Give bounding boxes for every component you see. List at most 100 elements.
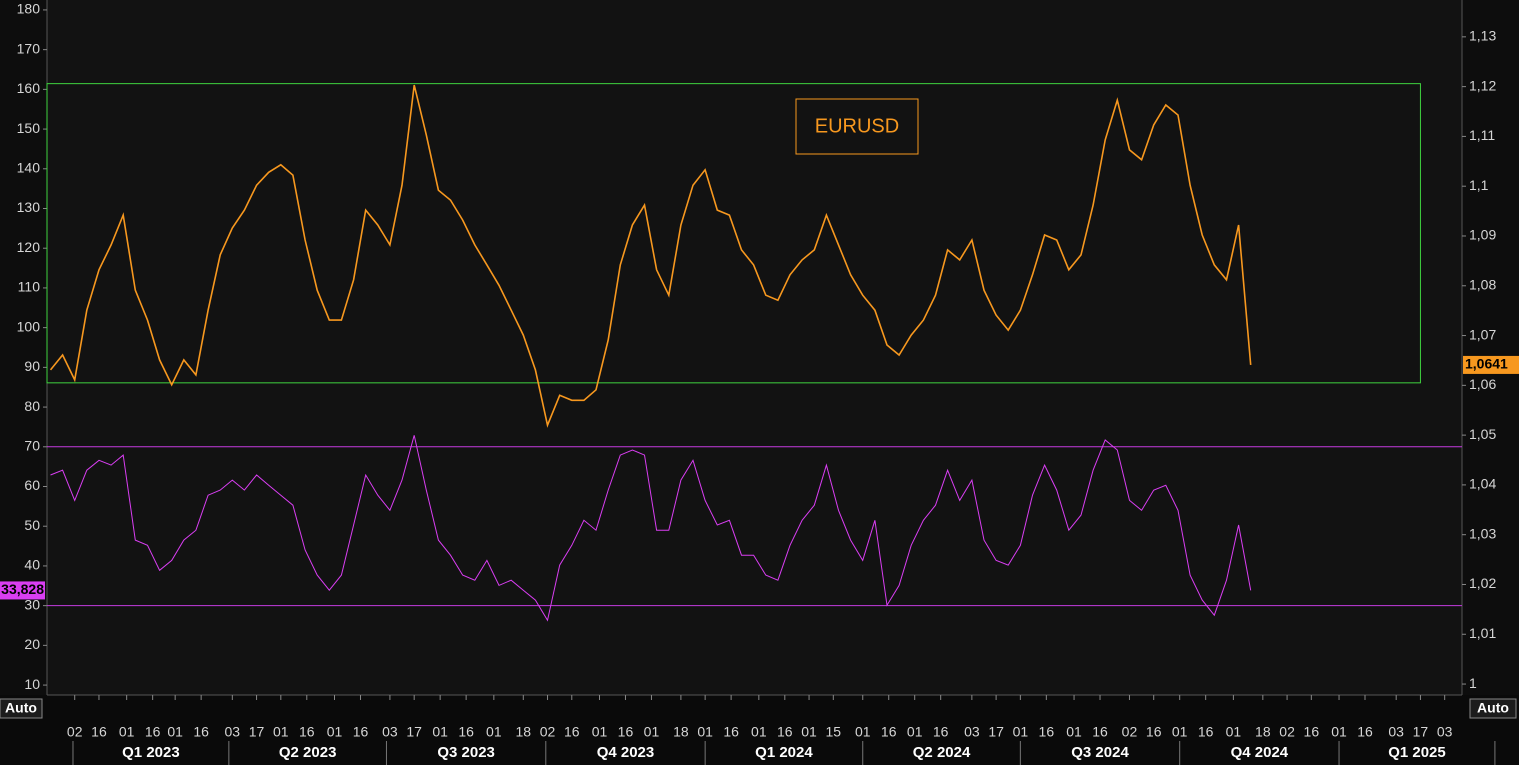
x-tick-label: 16 — [881, 724, 897, 740]
y-tick-label: 20 — [24, 636, 40, 652]
legend-label: EURUSD — [815, 115, 899, 137]
x-tick-label: 16 — [564, 724, 580, 740]
y-tick-label: 80 — [24, 398, 40, 414]
marks: 1020304050607080901001101201301401501601… — [17, 1, 1496, 765]
x-tick-label: 01 — [592, 724, 608, 740]
quarter-label: Q4 2024 — [1231, 744, 1289, 761]
auto-button[interactable] — [0, 698, 43, 719]
x-tick-label: 03 — [964, 724, 980, 740]
x-tick-label: 16 — [299, 724, 315, 740]
x-tick-label: 17 — [249, 724, 265, 740]
y-tick-label: 110 — [18, 279, 41, 295]
x-tick-label: 17 — [406, 724, 422, 740]
y2-tick-label: 1,09 — [1469, 227, 1496, 243]
last-value-label: 33,828 — [1, 581, 44, 597]
x-tick-label: 01 — [751, 724, 767, 740]
quarter-label: Q3 2023 — [437, 744, 495, 761]
x-tick-label: 16 — [91, 724, 107, 740]
y-tick-label: 140 — [17, 159, 41, 175]
x-tick-label: 01 — [432, 724, 448, 740]
y-tick-label: 90 — [24, 358, 40, 374]
y2-tick-label: 1,01 — [1469, 625, 1496, 641]
y2-tick-label: 1,08 — [1469, 276, 1496, 292]
y-tick-label: 130 — [17, 199, 41, 215]
x-tick-label: 01 — [167, 724, 183, 740]
auto-button[interactable] — [1469, 698, 1517, 719]
y2-tick-label: 1,04 — [1469, 476, 1496, 492]
x-tick-label: 01 — [855, 724, 871, 740]
highlight-box — [46, 83, 1421, 384]
x-tick-label: 01 — [1172, 724, 1188, 740]
y2-tick-label: 1,1 — [1469, 177, 1489, 193]
y-tick-label: 40 — [24, 557, 40, 573]
y-tick-label: 10 — [24, 676, 40, 692]
x-tick-label: 01 — [1066, 724, 1082, 740]
x-tick-label: 15 — [826, 724, 842, 740]
x-axis-area — [0, 695, 1519, 765]
quarter-label: Q4 2023 — [597, 744, 655, 761]
x-tick-label: 03 — [1388, 724, 1404, 740]
last-value-label: 1,0641 — [1465, 356, 1508, 372]
x-tick-label: 01 — [273, 724, 289, 740]
y-tick-label: 60 — [24, 477, 40, 493]
x-tick-label: 16 — [723, 724, 739, 740]
y2-tick-label: 1,03 — [1469, 525, 1496, 541]
quarter-label: Q2 2023 — [279, 744, 337, 761]
x-tick-label: 03 — [225, 724, 241, 740]
x-tick-label: 18 — [515, 724, 531, 740]
x-tick-label: 03 — [382, 724, 398, 740]
x-tick-label: 16 — [1092, 724, 1108, 740]
x-tick-label: 01 — [1331, 724, 1347, 740]
y-tick-label: 180 — [17, 1, 41, 17]
x-tick-label: 16 — [1198, 724, 1214, 740]
x-tick-label: 16 — [1146, 724, 1162, 740]
y-tick-label: 170 — [17, 40, 41, 56]
y-tick-label: 120 — [17, 239, 41, 255]
x-tick-label: 16 — [1357, 724, 1373, 740]
x-tick-label: 16 — [353, 724, 369, 740]
x-tick-label: 16 — [193, 724, 209, 740]
x-tick-label: 01 — [1226, 724, 1242, 740]
y-tick-label: 70 — [24, 437, 40, 453]
x-tick-label: 01 — [327, 724, 343, 740]
quarter-label: Q1 2025 — [1388, 744, 1446, 761]
x-tick-label: 01 — [1013, 724, 1029, 740]
quarter-label: Q3 2024 — [1071, 744, 1129, 761]
last-value-box — [0, 581, 45, 600]
series-line — [50, 435, 1252, 622]
y-tick-label: 30 — [24, 596, 40, 612]
x-tick-label: 16 — [1039, 724, 1055, 740]
x-tick-label: 01 — [644, 724, 660, 740]
x-tick-label: 01 — [907, 724, 923, 740]
x-tick-label: 17 — [1413, 724, 1429, 740]
y-tick-label: 100 — [17, 318, 41, 334]
x-tick-label: 03 — [1437, 724, 1453, 740]
y2-tick-label: 1 — [1469, 675, 1477, 691]
x-tick-label: 16 — [618, 724, 634, 740]
auto-button-label[interactable]: Auto — [1477, 700, 1509, 716]
x-tick-label: 02 — [67, 724, 83, 740]
x-tick-label: 02 — [1279, 724, 1295, 740]
quarter-label: Q2 2024 — [913, 744, 971, 761]
x-tick-label: 01 — [119, 724, 135, 740]
x-tick-label: 16 — [145, 724, 161, 740]
x-tick-label: 16 — [458, 724, 474, 740]
x-tick-label: 18 — [673, 724, 689, 740]
plot-area — [47, 0, 1462, 695]
y2-tick-label: 1,06 — [1469, 376, 1496, 392]
x-tick-label: 16 — [933, 724, 949, 740]
quarter-label: Q1 2024 — [755, 744, 813, 761]
x-tick-label: 01 — [801, 724, 817, 740]
y-tick-label: 150 — [17, 120, 41, 136]
x-tick-label: 17 — [988, 724, 1004, 740]
x-tick-label: 01 — [486, 724, 502, 740]
y-tick-label: 160 — [17, 80, 41, 96]
auto-button-label[interactable]: Auto — [5, 700, 37, 716]
y2-tick-label: 1,07 — [1469, 326, 1496, 342]
series-line — [49, 84, 1252, 428]
x-tick-label: 16 — [1304, 724, 1320, 740]
y2-tick-label: 1,11 — [1469, 127, 1495, 143]
x-tick-label: 01 — [697, 724, 713, 740]
x-tick-label: 02 — [1122, 724, 1138, 740]
